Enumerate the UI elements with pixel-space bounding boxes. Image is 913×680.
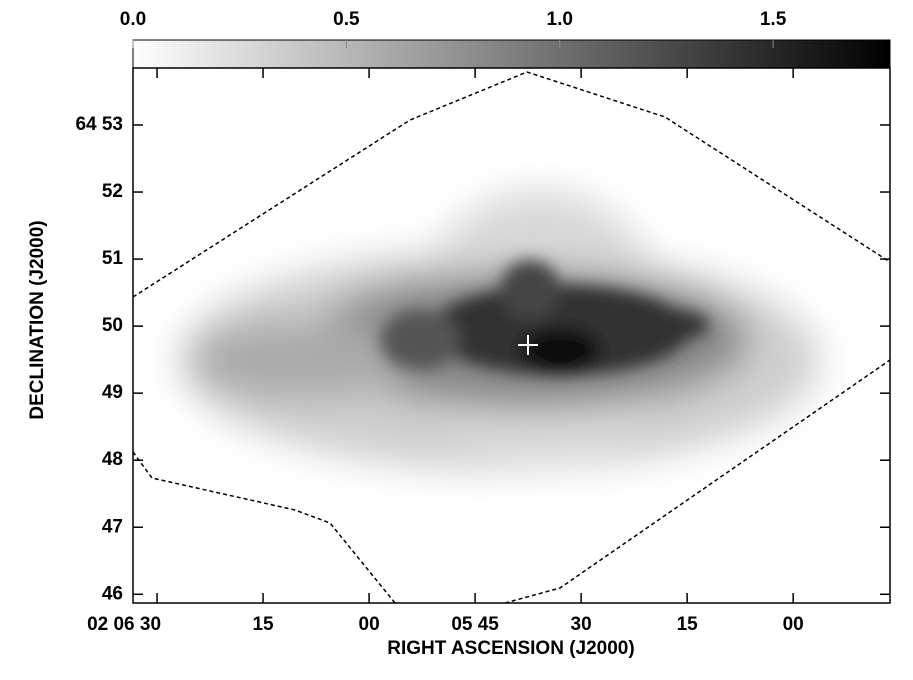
colorbar xyxy=(132,39,891,69)
x-tick-label: 00 xyxy=(359,614,380,635)
y-tick-label: 51 xyxy=(102,248,124,269)
x-tick-label: 02 06 30 xyxy=(87,614,161,635)
x-tick-label: 15 xyxy=(677,614,699,635)
y-tick-label: 64 53 xyxy=(75,114,123,135)
x-tick-label: 00 xyxy=(783,614,804,635)
x-tick-label: 30 xyxy=(571,614,592,635)
image xyxy=(133,71,890,603)
y-tick-label: 48 xyxy=(102,449,123,470)
y-axis-label: DECLINATION (J2000) xyxy=(27,220,48,419)
y-tick-label: 47 xyxy=(102,516,123,537)
y-tick-label: 50 xyxy=(102,315,123,336)
plot-frame xyxy=(132,67,891,604)
y-tick-label: 49 xyxy=(102,382,123,403)
y-tick-label: 46 xyxy=(102,583,123,604)
colorbar-tick-label: 1.5 xyxy=(760,9,787,30)
y-tick-label: 52 xyxy=(102,181,123,202)
colorbar-tick-label: 0.0 xyxy=(120,9,146,30)
colorbar-tick-label: 0.5 xyxy=(333,9,360,30)
x-axis-label: RIGHT ASCENSION (J2000) xyxy=(387,638,634,659)
colorbar-tick-label: 1.0 xyxy=(547,9,573,30)
x-tick-label: 15 xyxy=(252,614,274,635)
x-tick-label: 05 45 xyxy=(451,614,499,635)
